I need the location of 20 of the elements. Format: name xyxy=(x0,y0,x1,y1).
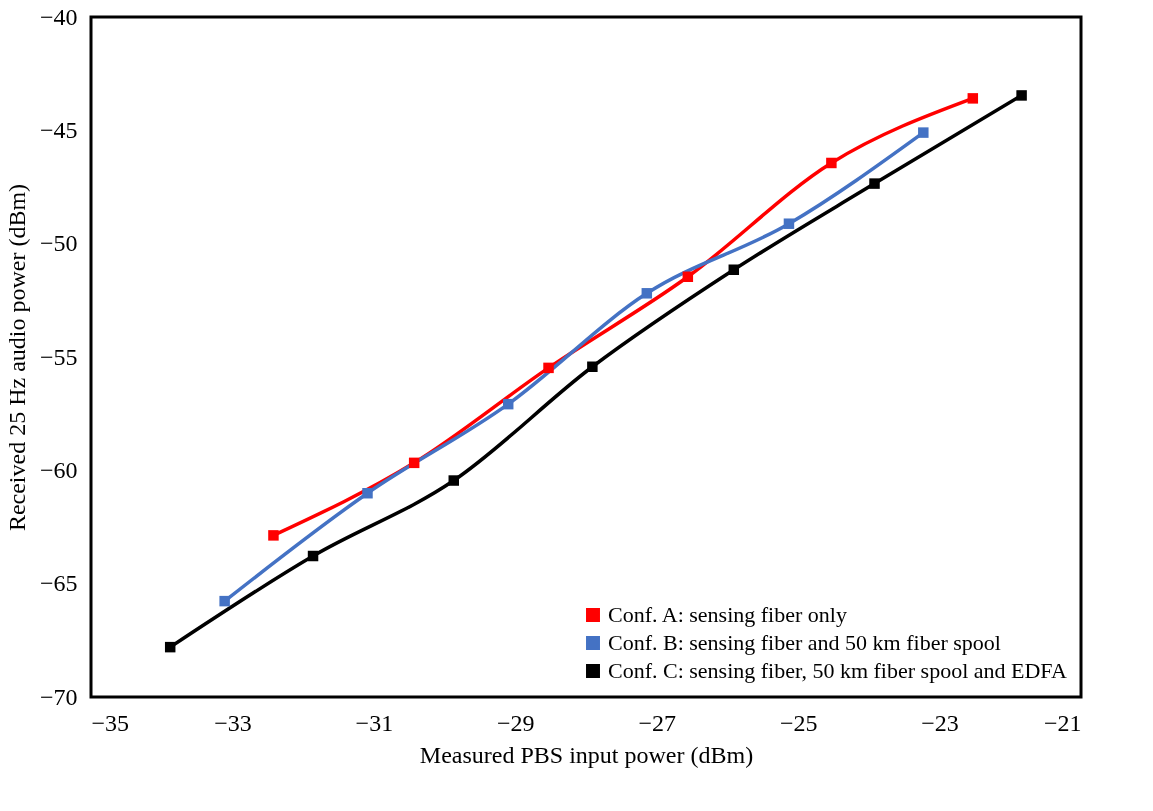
x-axis-title: Measured PBS input power (dBm) xyxy=(419,741,754,768)
x-tick-label: −25 xyxy=(779,709,818,736)
x-tick-label: −21 xyxy=(1043,709,1082,736)
legend-label: Conf. A: sensing fiber only xyxy=(608,602,847,627)
y-tick-label: −55 xyxy=(39,343,78,370)
legend-label: Conf. B: sensing fiber and 50 km fiber spool xyxy=(608,630,1001,655)
x-tick-label: −29 xyxy=(497,709,535,736)
legend-label: Conf. C: sensing fiber, 50 km fiber spool and EDFA xyxy=(608,658,1067,683)
y-tick-label: −40 xyxy=(39,3,78,30)
x-tick-label: −27 xyxy=(638,709,676,736)
y-axis-title: Received 25 Hz audio power (dBm) xyxy=(3,183,30,532)
y-tick-label: −65 xyxy=(39,570,78,597)
x-tick-label: −35 xyxy=(91,709,130,736)
y-tick-label: −60 xyxy=(39,456,78,483)
y-tick-label: −50 xyxy=(39,230,78,257)
x-tick-label: −31 xyxy=(355,709,394,736)
x-tick-label: −23 xyxy=(921,709,959,736)
y-tick-label: −70 xyxy=(39,683,78,710)
y-tick-label: −45 xyxy=(39,116,78,143)
x-tick-label: −33 xyxy=(214,709,252,736)
